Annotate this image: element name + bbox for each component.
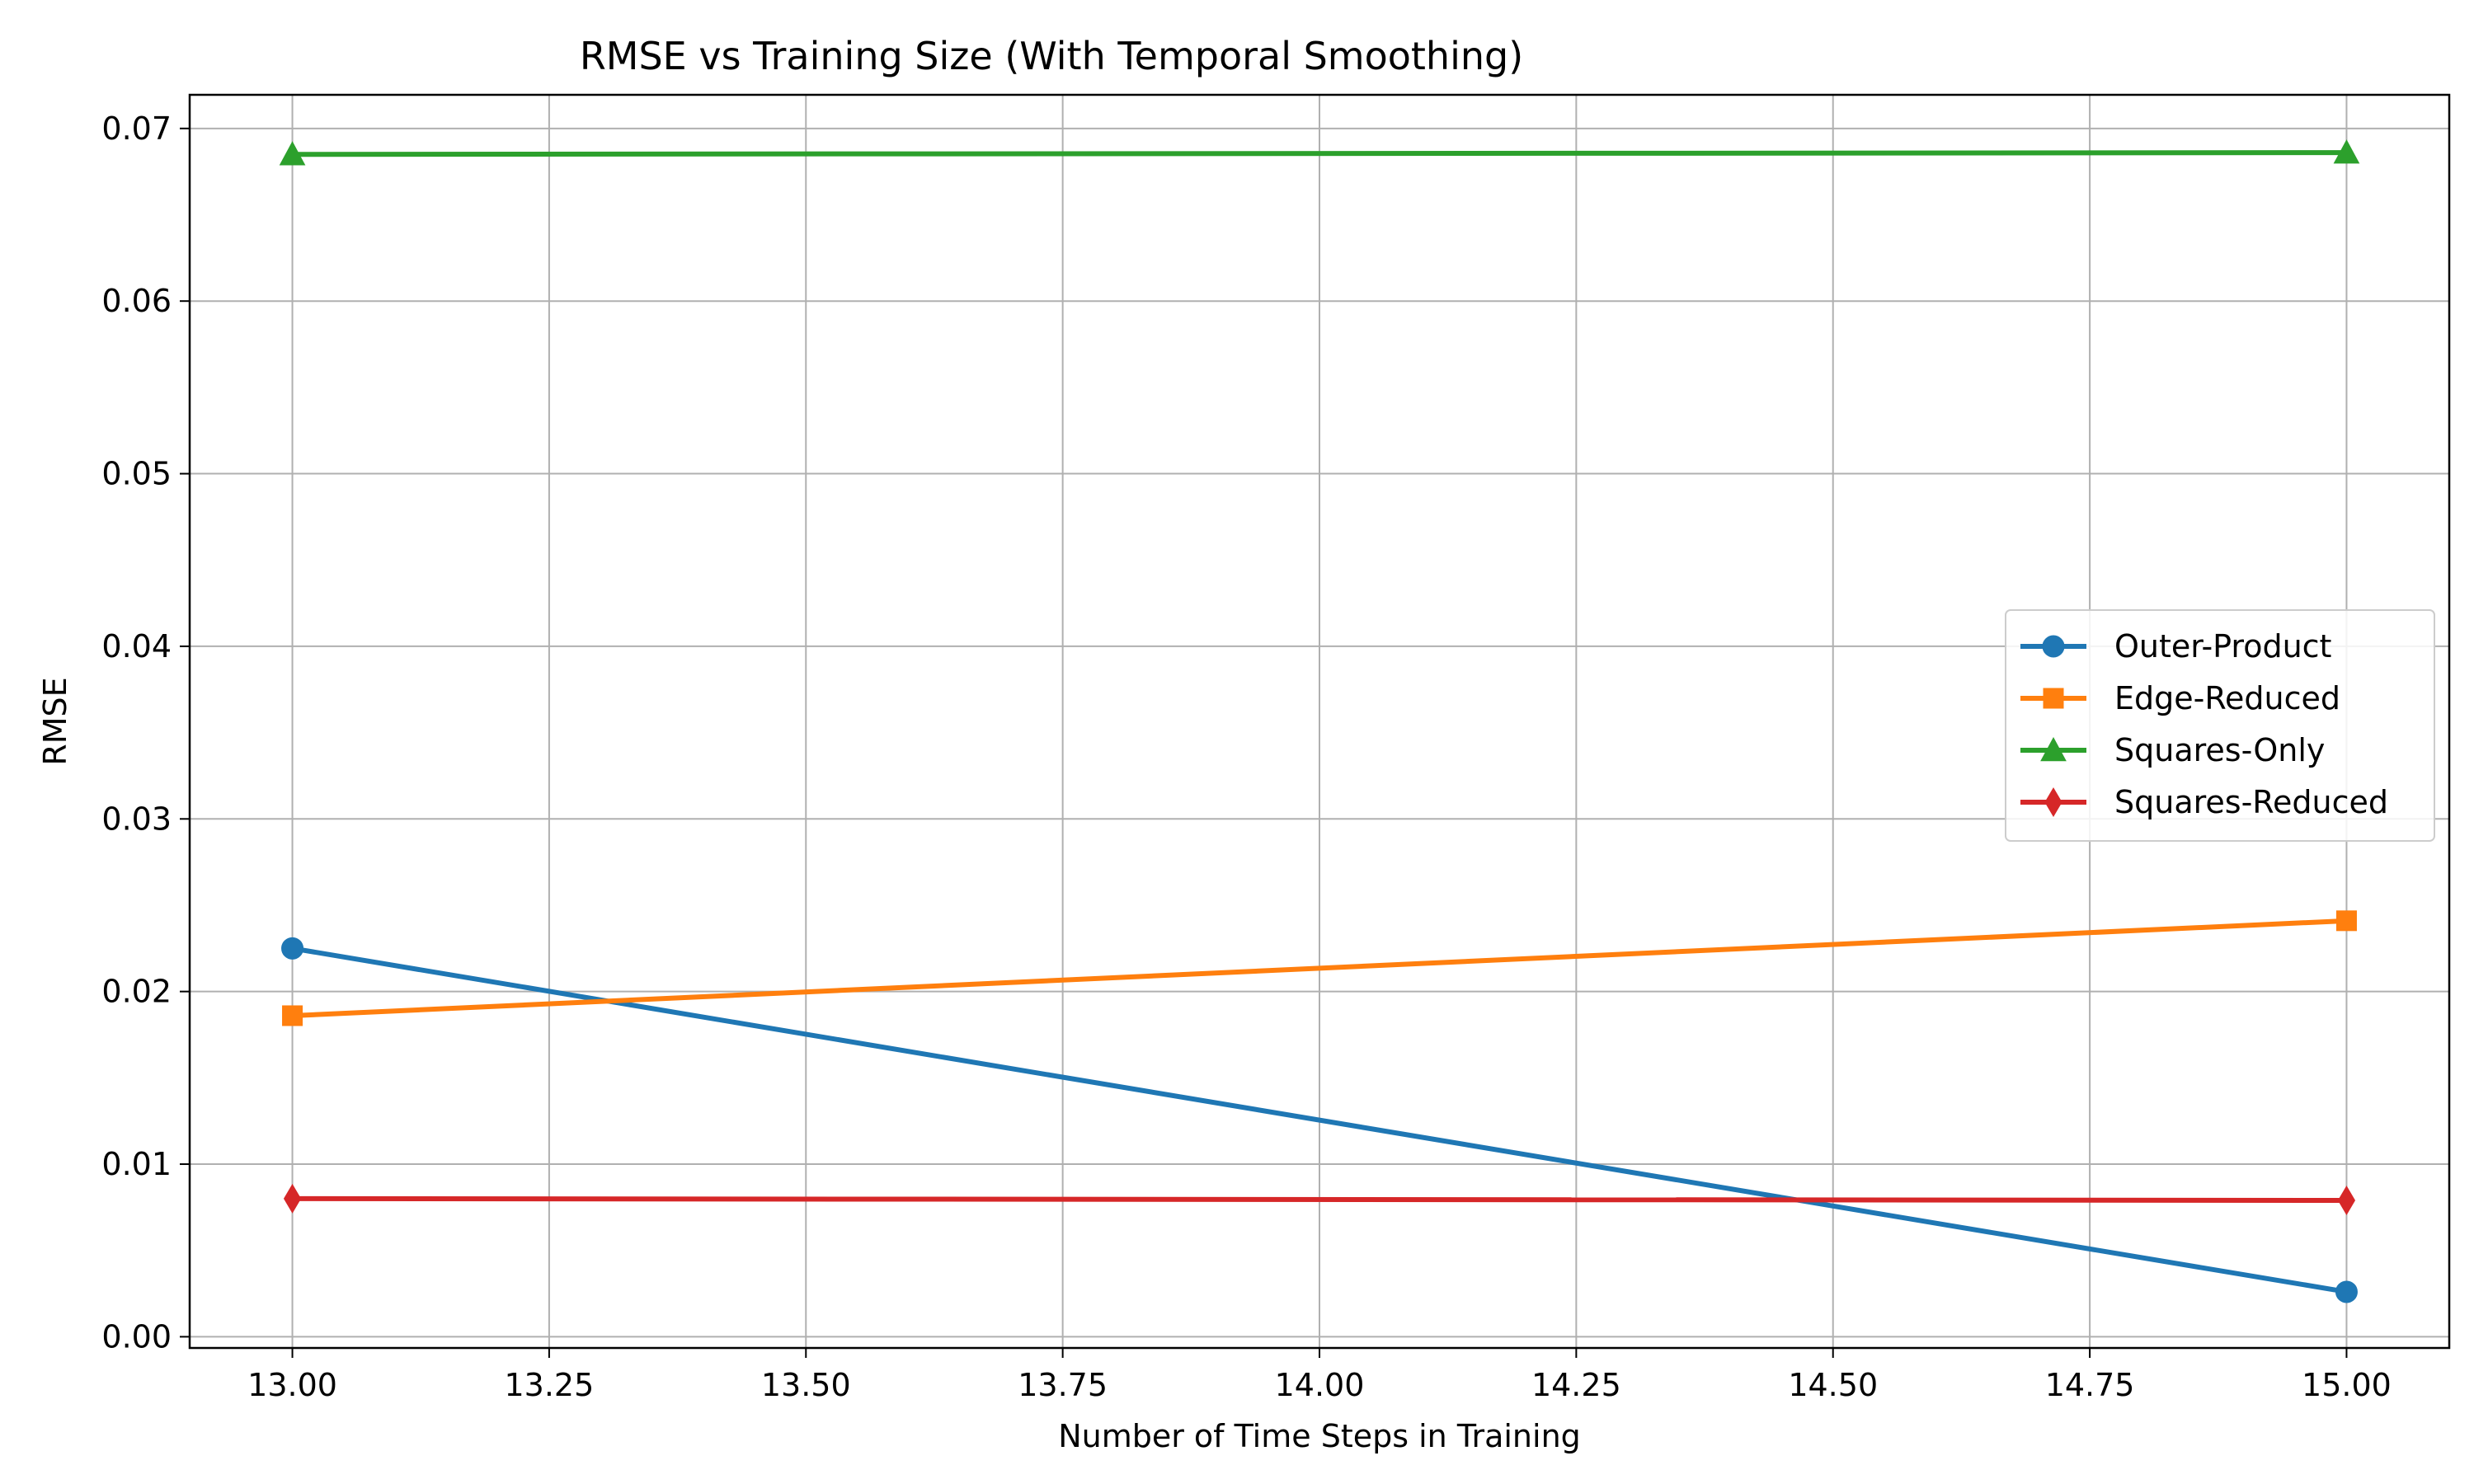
legend-entry: Edge-Reduced <box>2020 680 2340 716</box>
x-tick-label: 13.50 <box>761 1367 851 1403</box>
y-tick-label: 0.05 <box>101 456 172 492</box>
series-outer-product <box>281 937 2358 1303</box>
y-axis-ticks: 0.00 0.01 0.02 0.03 0.04 0.05 0.06 0.07 <box>101 110 190 1355</box>
x-tick-label: 14.75 <box>2045 1367 2135 1403</box>
legend-marker <box>2042 635 2065 658</box>
series-line <box>292 150 2347 157</box>
legend-label: Edge-Reduced <box>2114 680 2340 716</box>
legend-marker <box>2044 787 2062 817</box>
legend-entry: Squares-Only <box>2020 732 2325 768</box>
legend-label: Outer-Product <box>2114 628 2331 665</box>
data-point-marker <box>281 937 304 960</box>
y-tick-label: 0.04 <box>101 628 172 665</box>
x-tick-label: 13.25 <box>505 1367 595 1403</box>
chart-title: RMSE vs Training Size (With Temporal Smo… <box>580 34 1523 78</box>
legend-marker <box>2043 688 2064 709</box>
y-tick-label: 0.03 <box>101 801 172 837</box>
series-line <box>292 918 2347 1018</box>
x-axis-label: Number of Time Steps in Training <box>1058 1418 1581 1454</box>
x-tick-label: 14.50 <box>1788 1367 1878 1403</box>
data-point-marker <box>2335 1280 2358 1303</box>
series-edge-reduced <box>282 910 2357 1026</box>
y-axis-label: RMSE <box>37 677 73 765</box>
series-squares-only <box>279 139 2360 166</box>
y-tick-label: 0.00 <box>101 1318 172 1355</box>
legend-entry: Outer-Product <box>2020 628 2331 665</box>
data-point-marker <box>2337 1186 2356 1215</box>
series-line <box>292 1195 2347 1203</box>
data-point-marker <box>279 141 306 166</box>
x-tick-label: 13.75 <box>1018 1367 1108 1403</box>
legend-entry: Squares-Reduced <box>2020 784 2388 820</box>
x-axis-ticks: 13.00 13.25 13.50 13.75 14.00 14.25 14.50 14.75… <box>247 1348 2392 1403</box>
data-point-marker <box>2335 910 2357 932</box>
y-tick-label: 0.01 <box>101 1146 172 1182</box>
legend-label: Squares-Reduced <box>2114 784 2388 820</box>
legend-label: Squares-Only <box>2114 732 2325 768</box>
x-tick-label: 14.00 <box>1275 1367 1365 1403</box>
legend-box <box>2005 609 2435 842</box>
grid-lines <box>190 95 2449 1348</box>
series-line <box>292 946 2347 1294</box>
y-tick-label: 0.02 <box>101 974 172 1010</box>
data-point-marker <box>2333 139 2360 164</box>
series-squares-reduced <box>283 1183 2356 1215</box>
data-point-marker <box>283 1183 302 1214</box>
x-tick-label: 14.25 <box>1531 1367 1621 1403</box>
y-tick-label: 0.06 <box>101 283 172 319</box>
x-tick-label: 13.00 <box>247 1367 337 1403</box>
data-point-marker <box>282 1005 303 1026</box>
series-layer <box>279 139 2360 1303</box>
legend: Outer-Product Edge-Reduced Squares-Only Squ… <box>2005 609 2435 842</box>
x-tick-label: 15.00 <box>2302 1367 2392 1403</box>
legend-marker <box>2040 736 2067 762</box>
y-tick-label: 0.07 <box>101 110 172 147</box>
